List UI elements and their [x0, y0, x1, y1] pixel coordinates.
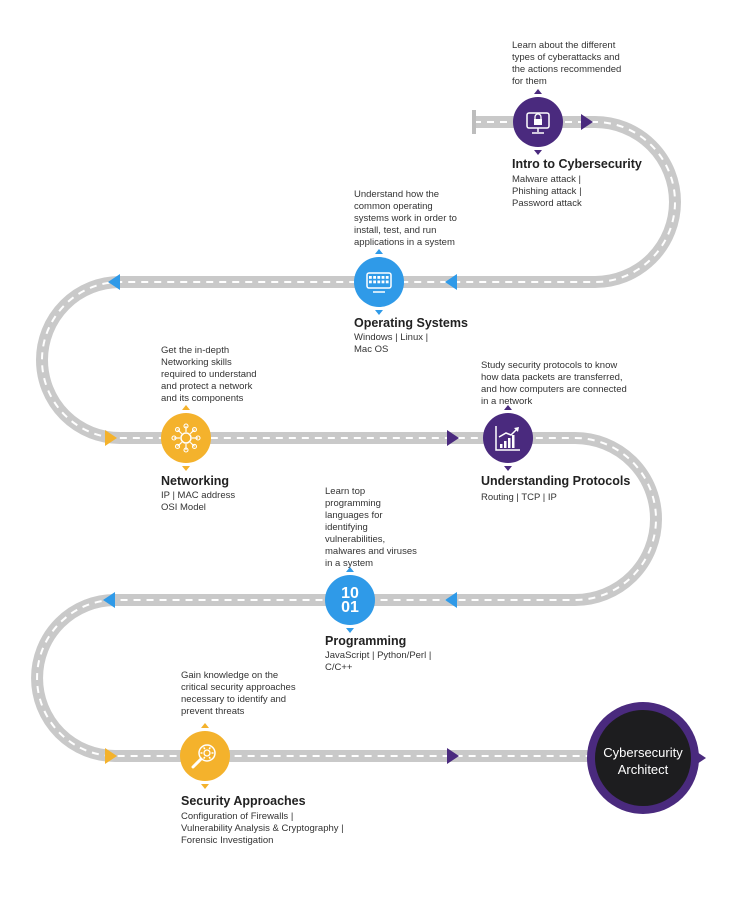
- step-description: Understand how the common operating syst…: [354, 189, 457, 248]
- final-destination: [587, 702, 706, 814]
- step-node: [513, 89, 563, 155]
- node-caret-down: [201, 784, 209, 789]
- step-description: Learn about the different types of cyber…: [512, 40, 622, 87]
- step-topics: JavaScript | Python/Perl | C/C++: [325, 650, 432, 673]
- node-caret-up: [201, 723, 209, 728]
- node-caret-up: [504, 405, 512, 410]
- step-topics: Configuration of Firewalls | Vulnerabilit…: [181, 811, 344, 846]
- road-arrow: [445, 274, 457, 290]
- node-caret-up: [375, 249, 383, 254]
- step-topics: Windows | Linux | Mac OS: [354, 332, 429, 355]
- binary-code-text: 01: [341, 599, 359, 616]
- node-caret-up: [534, 89, 542, 94]
- step-node: [354, 249, 404, 315]
- step-title: Networking: [161, 474, 230, 488]
- road-arrow: [105, 748, 117, 764]
- step-topics: Malware attack | Phishing attack | Passwor…: [512, 174, 582, 209]
- node-caret-down: [375, 310, 383, 315]
- node-caret-down: [182, 466, 190, 471]
- road-arrow: [108, 274, 120, 290]
- node-circle: [161, 413, 211, 463]
- step-topics: Routing | TCP | IP: [481, 492, 557, 503]
- step-topics: IP | MAC address OSI Model: [161, 490, 236, 513]
- final-core: [595, 710, 691, 806]
- final-label: Cybersecurity Architect: [603, 745, 683, 777]
- step-description: Gain knowledge on the critical security …: [181, 670, 296, 717]
- network-icon: [171, 423, 201, 453]
- road-arrow: [103, 592, 115, 608]
- step-title: Security Approaches: [181, 794, 306, 808]
- step-node: [180, 723, 230, 789]
- lock-monitor-icon: [526, 112, 550, 134]
- step-description: Learn top programming languages for iden…: [325, 486, 417, 569]
- step-title: Operating Systems: [354, 316, 468, 330]
- node-caret-up: [182, 405, 190, 410]
- road-arrow: [447, 748, 459, 764]
- step-node: [161, 405, 211, 471]
- step-description: Get the in-depth Networking skills requi…: [161, 345, 257, 404]
- road-arrow: [581, 114, 593, 130]
- step-title: Programming: [325, 634, 407, 648]
- direction-arrows: [103, 114, 593, 764]
- step-description: Study security protocols to know how dat…: [481, 360, 627, 407]
- road-arrow: [445, 592, 457, 608]
- growth-chart-icon: [495, 426, 520, 451]
- road-center-dashes: [36, 121, 676, 757]
- node-caret-down: [534, 150, 542, 155]
- step-node: [483, 405, 533, 471]
- road-arrow: [105, 430, 117, 446]
- node-caret-up: [346, 567, 354, 572]
- gear-magnifier-icon: [191, 744, 216, 769]
- keyboard-icon: [366, 272, 392, 293]
- binary-code-text: 10: [341, 585, 359, 602]
- node-circle: [325, 575, 375, 625]
- node-caret-down: [504, 466, 512, 471]
- node-caret-down: [346, 628, 354, 633]
- step-title: Understanding Protocols: [481, 474, 631, 488]
- road-arrow: [447, 430, 459, 446]
- step-title: Intro to Cybersecurity: [512, 157, 642, 171]
